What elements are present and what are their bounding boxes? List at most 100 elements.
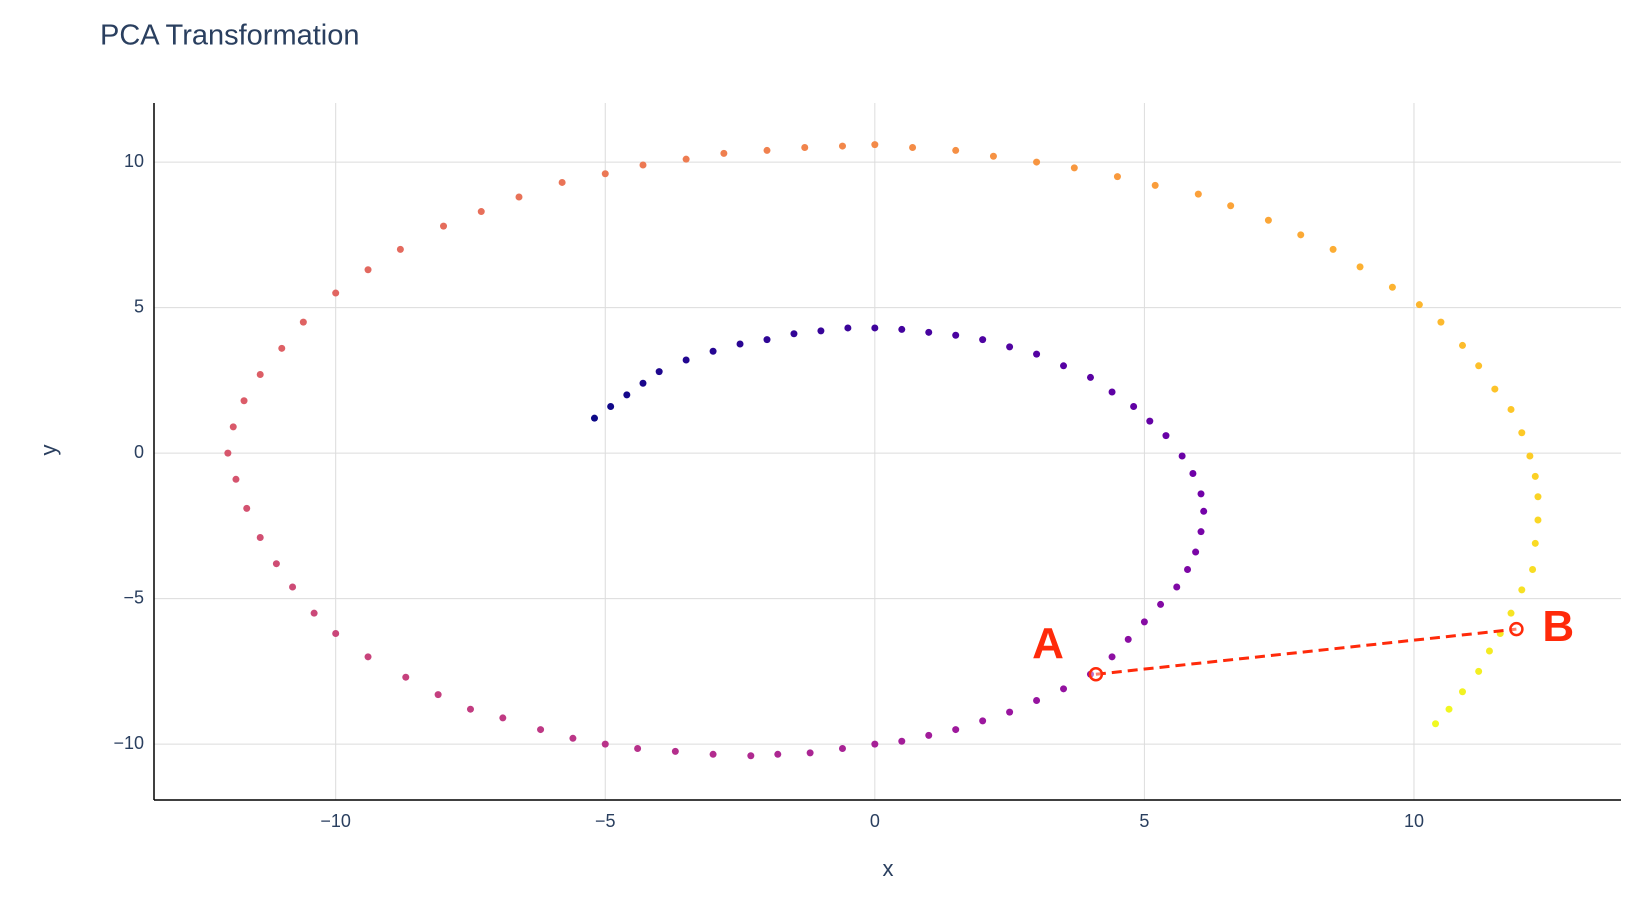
point <box>1329 245 1337 253</box>
point <box>1264 216 1272 224</box>
point <box>909 144 917 152</box>
point <box>639 379 647 387</box>
x-tick-label: 10 <box>1404 811 1424 831</box>
point <box>634 744 642 752</box>
point <box>1475 667 1483 675</box>
point <box>1006 708 1014 716</box>
point <box>871 740 879 748</box>
point <box>1529 566 1537 574</box>
point <box>1458 688 1466 696</box>
point <box>1197 528 1205 536</box>
point <box>1197 490 1205 498</box>
point <box>364 653 372 661</box>
point <box>590 414 598 422</box>
point <box>1437 318 1445 326</box>
point <box>1200 507 1208 515</box>
point <box>1157 600 1165 608</box>
point <box>817 327 825 335</box>
highlight-point <box>1088 667 1104 682</box>
point <box>952 146 960 154</box>
point <box>1033 696 1041 704</box>
point <box>898 737 906 745</box>
point <box>1507 405 1515 413</box>
point <box>774 750 782 758</box>
y-tick-label: 0 <box>134 442 144 462</box>
point <box>1189 469 1197 477</box>
point <box>801 144 809 152</box>
point <box>1415 301 1423 309</box>
x-tick-label: 0 <box>870 811 880 831</box>
point <box>1070 164 1078 172</box>
point <box>364 266 372 274</box>
point <box>1113 173 1121 181</box>
highlight-line <box>1095 627 1517 676</box>
point <box>1475 362 1483 370</box>
point <box>278 344 286 352</box>
point <box>396 245 404 253</box>
point <box>736 340 744 348</box>
point <box>434 691 442 699</box>
point <box>1356 263 1364 271</box>
point <box>747 752 755 760</box>
point <box>1130 403 1138 411</box>
point <box>682 155 690 163</box>
point <box>1526 452 1534 460</box>
point <box>925 731 933 739</box>
point <box>844 324 852 332</box>
point <box>558 178 566 186</box>
point <box>1184 566 1192 574</box>
point <box>601 170 609 178</box>
point <box>1151 181 1159 189</box>
point <box>1006 343 1014 351</box>
point <box>332 630 340 638</box>
point <box>898 325 906 333</box>
point <box>1531 539 1539 547</box>
point <box>1194 190 1202 198</box>
point <box>806 749 814 757</box>
point <box>655 368 663 376</box>
point <box>1531 472 1539 480</box>
point <box>289 583 297 591</box>
point <box>720 149 728 157</box>
point <box>1162 432 1170 440</box>
point <box>871 324 879 332</box>
point <box>1178 452 1186 460</box>
annotation: A <box>1032 619 1064 668</box>
point <box>1518 586 1526 594</box>
point <box>682 356 690 364</box>
point <box>979 717 987 725</box>
point <box>1432 720 1440 728</box>
point <box>1458 341 1466 349</box>
point <box>871 141 879 149</box>
point <box>1192 548 1200 556</box>
point <box>1518 429 1526 437</box>
point <box>256 371 264 379</box>
x-tick-label: −5 <box>595 811 616 831</box>
point <box>440 222 448 230</box>
point <box>1124 635 1132 643</box>
point <box>1507 609 1515 617</box>
point <box>790 330 798 338</box>
y-axis-title: y <box>36 445 61 456</box>
point <box>989 152 997 160</box>
point <box>925 328 933 336</box>
point <box>229 423 237 431</box>
point <box>607 403 615 411</box>
x-tick-label: −10 <box>320 811 351 831</box>
point <box>838 744 846 752</box>
point <box>1033 158 1041 166</box>
point <box>709 750 717 758</box>
point <box>537 726 545 734</box>
point <box>1060 362 1068 370</box>
point <box>232 475 240 483</box>
point <box>1297 231 1305 239</box>
point <box>1227 202 1235 210</box>
point <box>224 449 232 457</box>
point <box>838 142 846 150</box>
point <box>671 747 679 755</box>
annotation: B <box>1542 602 1574 651</box>
point <box>466 705 474 713</box>
x-axis-title: x <box>883 856 894 881</box>
